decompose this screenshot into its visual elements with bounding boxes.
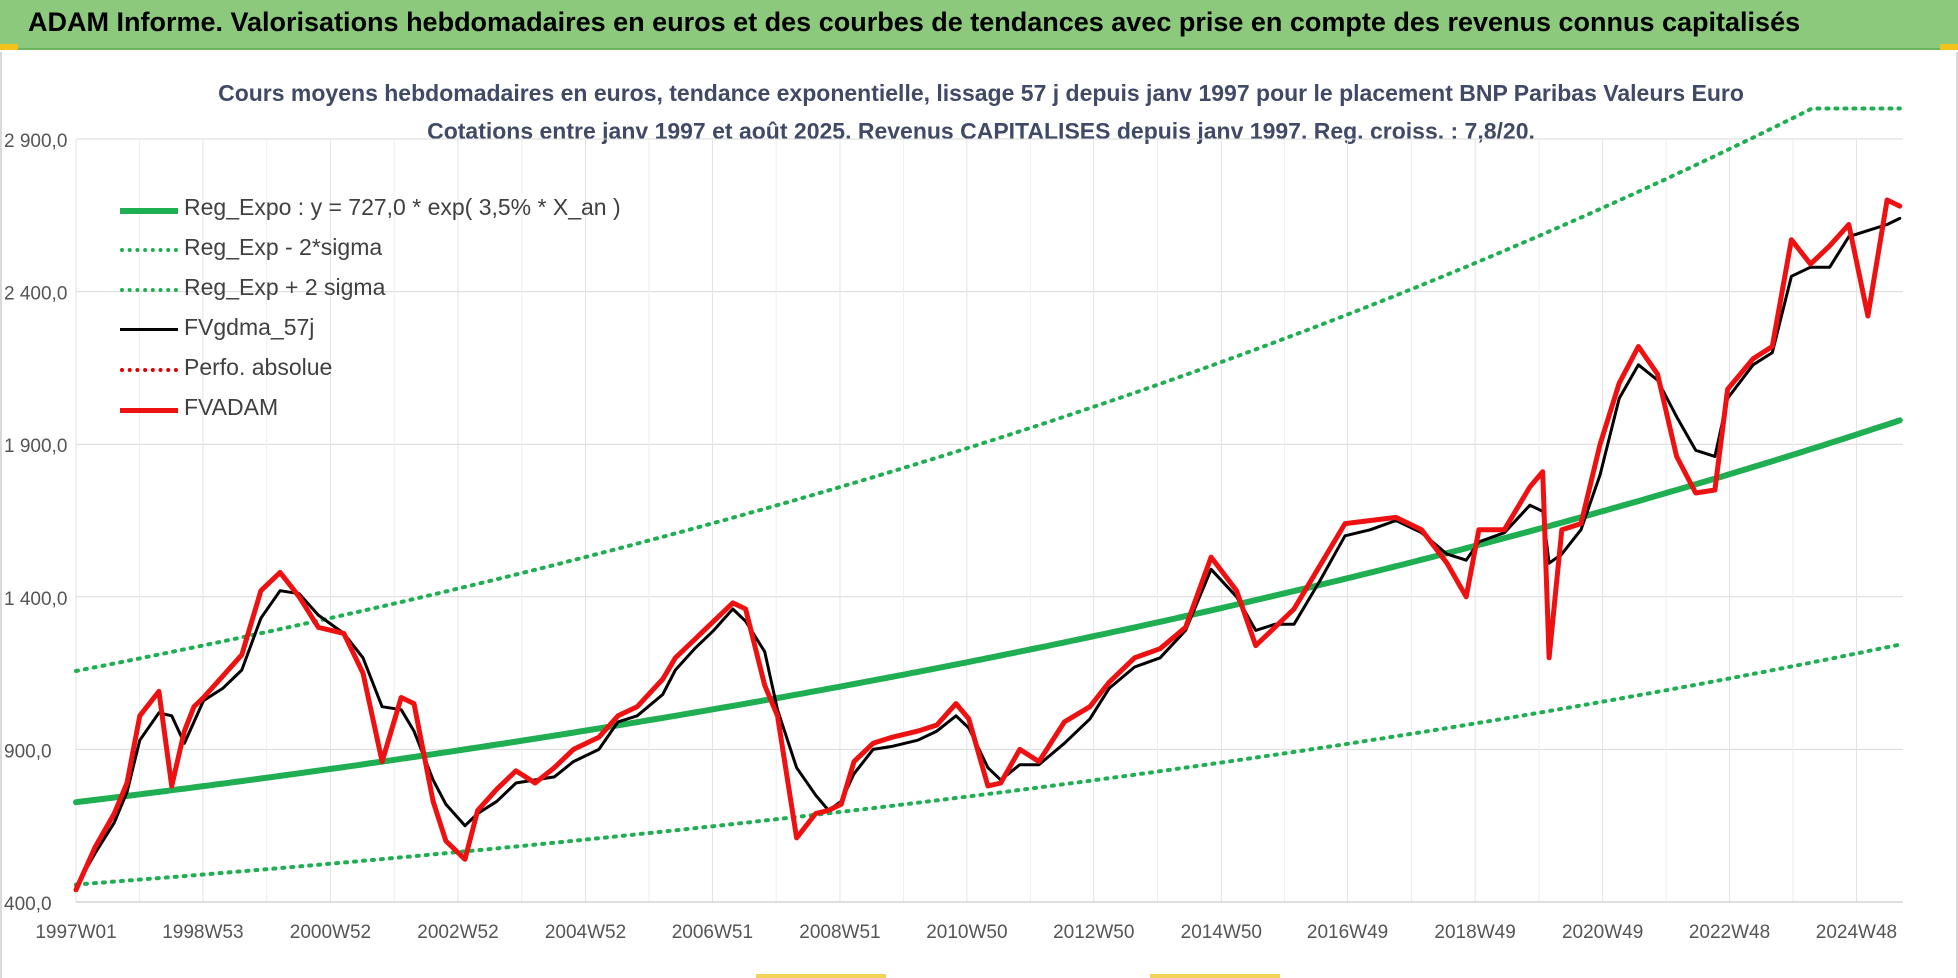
- chart-area: Cours moyens hebdomadaires en euros, ten…: [0, 52, 1958, 978]
- chart-subtitle: Cotations entre janv 1997 et août 2025. …: [427, 118, 1535, 144]
- legend-label: FVgdma_57j: [184, 314, 315, 340]
- legend-label: Reg_Exp + 2 sigma: [184, 274, 386, 300]
- x-tick-label: 2008W51: [799, 922, 880, 943]
- chart-axes: 400,0 900,0 1 400,0 1 900,0 2 400,0 2 900,0 19…: [4, 131, 1903, 943]
- series-line: [73, 197, 1903, 893]
- x-tick-label: 2014W50: [1181, 922, 1262, 943]
- chart-series: [73, 106, 1903, 893]
- x-tick-label: 2022W48: [1689, 922, 1770, 943]
- x-tick-label: 1997W01: [35, 922, 116, 943]
- bottom-strip: [756, 974, 886, 978]
- legend-swatch: [120, 368, 178, 372]
- y-tick-label: 1 400,0: [4, 589, 67, 610]
- x-tick-label: 2010W50: [926, 922, 1007, 943]
- x-tick-label: 2002W52: [417, 922, 498, 943]
- x-tick-label: 2016W49: [1307, 922, 1388, 943]
- x-tick-label: 2020W49: [1562, 922, 1643, 943]
- x-tick-label: 1998W53: [162, 922, 243, 943]
- x-tick-label: 2018W49: [1434, 922, 1515, 943]
- x-tick-label: 2006W51: [672, 922, 753, 943]
- series-line: [74, 106, 1902, 673]
- legend-label: Perfo. absolue: [184, 354, 333, 380]
- x-tick-label: 2000W52: [290, 922, 371, 943]
- y-tick-label: 1 900,0: [4, 436, 67, 457]
- y-tick-label: 2 400,0: [4, 284, 67, 305]
- corner-marker: [0, 44, 18, 50]
- legend-swatch: [120, 328, 178, 331]
- series-line: [73, 417, 1903, 806]
- legend-label: Reg_Exp - 2*sigma: [184, 234, 383, 260]
- x-tick-label: 2012W50: [1053, 922, 1134, 943]
- legend-swatch: [120, 248, 178, 252]
- x-tick-label: 2004W52: [545, 922, 626, 943]
- series-line: [74, 642, 1902, 887]
- legend-swatch: [120, 288, 178, 292]
- chart-title: Cours moyens hebdomadaires en euros, ten…: [218, 80, 1744, 106]
- y-tick-label: 900,0: [4, 741, 52, 762]
- corner-marker: [1940, 44, 1958, 50]
- legend-label: FVADAM: [184, 394, 279, 420]
- x-tick-label: 2024W48: [1816, 922, 1897, 943]
- legend-swatch: [120, 208, 178, 214]
- y-tick-label: 400,0: [4, 894, 52, 915]
- report-title: ADAM Informe. Valorisations hebdomadaire…: [28, 7, 1801, 37]
- report-banner: ADAM Informe. Valorisations hebdomadaire…: [0, 0, 1958, 50]
- legend-swatch: [120, 408, 178, 413]
- y-tick-label: 2 900,0: [4, 131, 67, 152]
- bottom-strip: [1150, 974, 1280, 978]
- legend-label: Reg_Expo : y = 727,0 * exp( 3,5% * X_an …: [184, 194, 621, 220]
